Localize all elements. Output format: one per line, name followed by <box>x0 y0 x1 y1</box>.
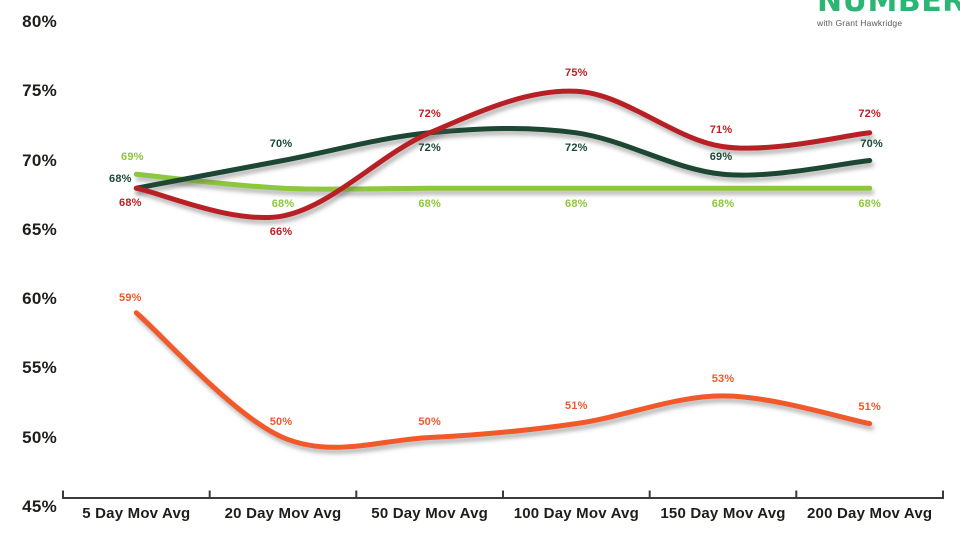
data-label-orange-line: 50% <box>418 415 441 428</box>
data-label-dark-red-line: 72% <box>858 107 881 120</box>
data-label-light-green-line: 68% <box>858 198 881 211</box>
x-category-label: 5 Day Mov Avg <box>82 505 191 522</box>
data-label-orange-line: 51% <box>858 400 881 413</box>
data-label-dark-green-line: 69% <box>709 151 733 164</box>
y-tick-label: 65% <box>22 219 57 239</box>
data-label-dark-green-line: 72% <box>565 141 588 154</box>
data-label-orange-line: 50% <box>269 415 293 428</box>
data-label-dark-green-line: 72% <box>418 141 441 154</box>
data-label-light-green-line: 68% <box>565 198 588 211</box>
data-label-light-green-line: 68% <box>418 198 441 211</box>
x-category-label: 150 Day Mov Avg <box>660 505 786 522</box>
y-tick-label: 55% <box>22 358 57 378</box>
series-light-green-line <box>133 171 873 192</box>
data-label-dark-red-line: 71% <box>709 123 733 136</box>
y-tick-label: 75% <box>22 81 57 101</box>
data-label-light-green-line: 68% <box>271 198 295 211</box>
data-label-light-green-line: 68% <box>711 198 735 211</box>
logo-wordmark: NUMBER <box>817 0 960 19</box>
data-label-dark-red-line: 75% <box>565 67 588 80</box>
data-label-dark-red-line: 72% <box>418 107 441 120</box>
y-tick-label: 45% <box>22 496 57 516</box>
data-label-dark-green-line: 68% <box>109 173 132 186</box>
x-category-label: 20 Day Mov Avg <box>224 505 342 522</box>
x-category-label: 50 Day Mov Avg <box>371 505 489 522</box>
series-orange-line <box>133 310 873 450</box>
series-dark-red-line <box>133 88 873 220</box>
y-tick-label: 50% <box>22 427 57 447</box>
data-label-dark-red-line: 66% <box>269 225 293 238</box>
series-dark-green-line <box>133 125 873 191</box>
logo-tagline: with Grant Hawkridge <box>817 18 903 28</box>
x-axis-line <box>62 490 944 499</box>
y-tick-label: 70% <box>22 150 57 170</box>
x-category-label: 100 Day Mov Avg <box>513 505 639 522</box>
x-category-label: 200 Day Mov Avg <box>807 505 933 522</box>
data-label-orange-line: 59% <box>119 291 142 304</box>
y-tick-label: 60% <box>22 289 57 308</box>
data-label-dark-green-line: 70% <box>860 137 883 150</box>
data-label-light-green-line: 69% <box>121 151 144 164</box>
data-label-orange-line: 51% <box>565 399 588 412</box>
data-label-dark-red-line: 68% <box>119 197 142 210</box>
y-tick-label: 80% <box>22 12 57 31</box>
logo: NUMBER with Grant Hawkridge <box>817 0 960 28</box>
data-label-dark-green-line: 70% <box>269 137 293 150</box>
data-label-orange-line: 53% <box>711 372 735 385</box>
